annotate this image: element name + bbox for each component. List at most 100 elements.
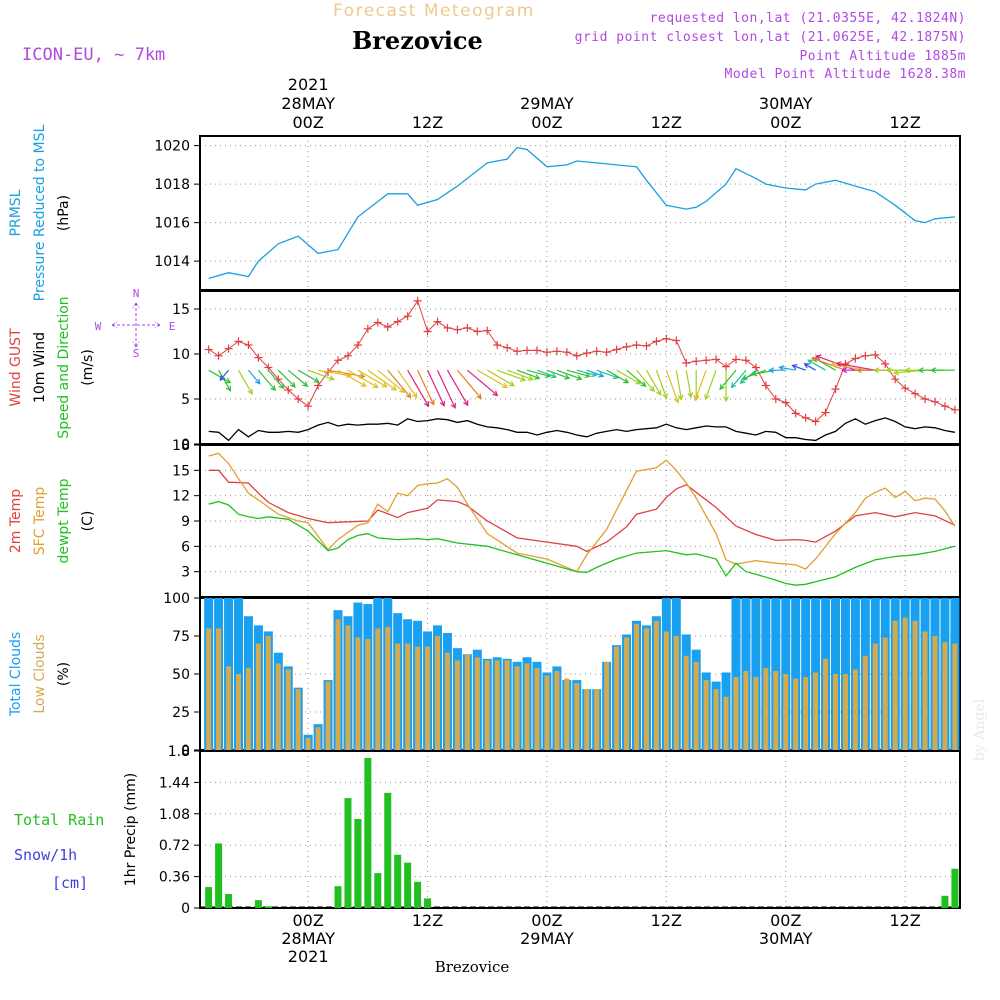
gust-point	[383, 323, 392, 331]
low-cloud-bar	[932, 636, 938, 750]
wind-arrow	[287, 369, 308, 387]
wind-arrow-head	[372, 382, 379, 389]
wind-arrow-head	[584, 372, 591, 379]
wind-arrow	[645, 369, 662, 396]
wind-arrow	[626, 369, 646, 387]
wind-arrow	[506, 369, 533, 381]
wind-arrow-head	[450, 402, 456, 410]
ytick-label: 50	[172, 667, 190, 683]
wind-arrow-head	[492, 390, 499, 397]
low-cloud-bar	[454, 660, 460, 750]
low-cloud-bar	[305, 737, 311, 750]
low-cloud-bar	[365, 639, 371, 750]
gust-point	[871, 350, 880, 359]
wind-arrow	[811, 357, 846, 371]
panel-precipitation: 0 0.36 0.72 1.08 1.44 1.8 1hr Precip (mm) Total…	[14, 744, 961, 917]
gust-point	[602, 348, 611, 357]
wind-arrow	[526, 369, 551, 377]
gust-point	[612, 345, 621, 354]
gust-point	[373, 318, 382, 327]
ytick-label: 15	[172, 302, 190, 318]
low-cloud-bar	[902, 617, 908, 750]
ytick-label: 100	[163, 591, 190, 607]
wind-arrow	[397, 369, 418, 398]
rain-bar	[354, 819, 362, 908]
wind-arrow-head	[855, 367, 862, 374]
low-cloud-bar	[942, 642, 948, 750]
legend-snow: Snow/1h	[14, 846, 77, 864]
panel-pressure: 1014 1016 1018 1020 PRMSL Pressure Reduced to…	[8, 124, 961, 301]
wind10m-line	[208, 417, 956, 442]
wind-arrow-head	[719, 384, 725, 391]
info-line-3: Point Altitude 1885m	[799, 49, 966, 64]
gust-point	[771, 395, 780, 403]
gust-point	[493, 341, 502, 349]
wind-arrow	[779, 366, 796, 371]
low-cloud-bar	[425, 646, 431, 750]
ytick-label: 0.36	[159, 870, 190, 886]
gust-point	[851, 354, 860, 363]
ylabel-line: (m/s)	[80, 349, 96, 386]
sfc_temp-line	[208, 452, 956, 573]
product-title: Forecast Meteogram	[333, 1, 535, 21]
total-cloud-bar	[791, 598, 801, 750]
ytick-label: 1.08	[159, 807, 190, 823]
gust-point	[702, 356, 711, 365]
wind-arrow-head	[635, 379, 642, 385]
info-line-2: grid point closest lon,lat (21.0625E, 42…	[575, 30, 966, 45]
ytick-label: 10	[172, 347, 190, 363]
low-cloud-bar	[693, 661, 699, 750]
wind-arrow-head	[476, 393, 482, 400]
wind-arrow	[665, 369, 679, 403]
time-label-bottom: 12Z	[412, 911, 443, 930]
time-label-bottom: 00Z	[292, 911, 323, 930]
gust-point	[881, 359, 890, 368]
wind-arrow-head	[917, 367, 924, 374]
wind-arrow-head	[930, 367, 936, 374]
time-label-bottom: 12Z	[889, 911, 920, 930]
wind-arrow-head	[225, 378, 232, 384]
header: ICON-EU, ~ 7km Forecast Meteogram Brezov…	[22, 1, 966, 82]
gust-point	[533, 346, 541, 355]
panel-frame	[199, 135, 961, 291]
wind-arrow-head	[247, 388, 253, 395]
wind-arrow-head	[390, 385, 398, 391]
low-cloud-bar	[852, 669, 858, 750]
gust-point	[751, 363, 760, 372]
gust-point	[294, 395, 303, 403]
wind-arrow-head	[534, 374, 541, 380]
low-cloud-bar	[226, 666, 232, 750]
wind-arrow	[208, 369, 231, 384]
low-cloud-bar	[405, 643, 411, 750]
panel-frame	[199, 750, 961, 909]
wind-arrow-head	[768, 367, 775, 374]
wind-arrow	[357, 369, 387, 388]
low-cloud-bar	[464, 654, 470, 750]
rain-bar	[394, 854, 402, 908]
low-cloud-bar	[504, 660, 510, 750]
wind-arrow	[277, 369, 296, 388]
ytick-label: 75	[172, 629, 190, 645]
time-label-bottom: 29MAY	[520, 929, 574, 948]
wind-arrow	[219, 369, 230, 381]
ylabel-line: 2m Temp	[8, 489, 24, 553]
time-label-top: 29MAY	[520, 94, 574, 113]
gust-point	[761, 381, 770, 390]
ytick-label: 15	[172, 463, 190, 479]
gust-point	[264, 363, 273, 372]
low-cloud-bar	[912, 620, 918, 750]
low-cloud-bar	[872, 643, 878, 750]
gust-point	[931, 397, 939, 406]
wind-arrow-head	[381, 382, 388, 388]
gust-point	[224, 344, 233, 353]
ytick-label: 12	[172, 489, 190, 505]
legend-rain: Total Rain	[14, 811, 104, 829]
low-cloud-bar	[813, 672, 819, 750]
wind-arrow	[496, 369, 526, 381]
wind-arrow-head	[429, 399, 435, 406]
rain-bar	[384, 792, 392, 908]
low-cloud-bar	[773, 670, 779, 750]
ylabel-line: Low Clouds	[32, 634, 48, 713]
wind-arrow-head	[290, 381, 296, 388]
wind-arrow-head	[328, 375, 335, 381]
